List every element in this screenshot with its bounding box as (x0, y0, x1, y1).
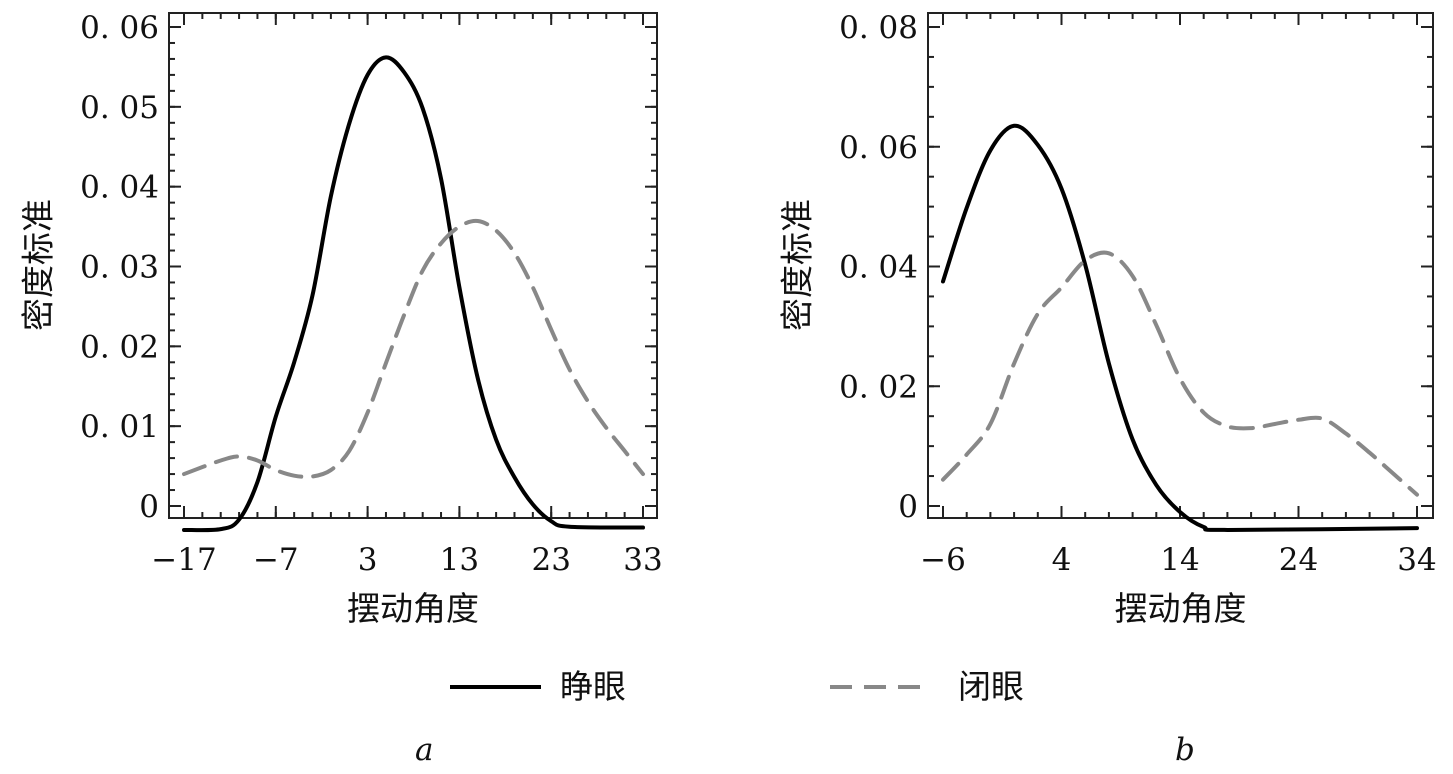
y-tick-label: 0. 06 (80, 10, 159, 46)
y-tick-label: 0 (139, 489, 159, 525)
x-axis-label: 摆动角度 (347, 589, 479, 628)
y-tick-label: 0. 03 (80, 250, 159, 286)
x-tick-label: 14 (1160, 542, 1199, 578)
y-tick-label: 0. 02 (80, 329, 159, 365)
caption-b: b (1175, 732, 1195, 768)
legend-solid-label: 睁眼 (560, 667, 626, 706)
y-tick-label: 0. 02 (839, 369, 918, 405)
y-tick-label: 0. 04 (80, 170, 159, 206)
x-tick-label: −6 (920, 542, 966, 578)
y-tick-label: 0. 05 (80, 90, 159, 126)
x-tick-label: 34 (1397, 542, 1436, 578)
x-tick-label: 4 (1052, 542, 1072, 578)
y-axis-label: 密度标准 (778, 199, 817, 331)
x-tick-label: −7 (253, 542, 299, 578)
y-axis-label: 密度标准 (19, 199, 58, 331)
series-line-closed-eyes (941, 250, 1419, 497)
series-line-closed-eyes (182, 218, 645, 479)
x-tick-label: 3 (358, 542, 378, 578)
x-tick-label: 24 (1279, 542, 1318, 578)
legend-dashed-label: 闭眼 (958, 667, 1024, 706)
legend: 睁眼 闭眼 (450, 667, 1024, 706)
x-axis-label: 摆动角度 (1115, 589, 1247, 628)
x-tick-label: −17 (151, 542, 216, 578)
y-tick-label: 0. 08 (839, 10, 918, 46)
x-tick-label: 33 (623, 542, 662, 578)
y-tick-label: 0. 04 (839, 250, 918, 286)
y-tick-label: 0. 01 (80, 409, 159, 445)
y-tick-label: 0 (898, 489, 918, 525)
series-line-open-eyes (182, 55, 645, 533)
series-line-open-eyes (941, 123, 1419, 532)
caption-a: a (415, 732, 433, 768)
x-tick-label: 23 (531, 542, 570, 578)
y-tick-label: 0. 06 (839, 130, 918, 166)
chart-panel-b: −6 4 14 24 34 0 0. 02 0. 04 0. 06 0. 08 摆动角度 密度标准 (778, 10, 1437, 628)
chart-panel-a: −17 −7 3 13 23 33 0 0. 01 0. 02 0. 03 0. 04 0. 05 0.… (19, 10, 663, 628)
x-tick-label: 13 (440, 542, 479, 578)
